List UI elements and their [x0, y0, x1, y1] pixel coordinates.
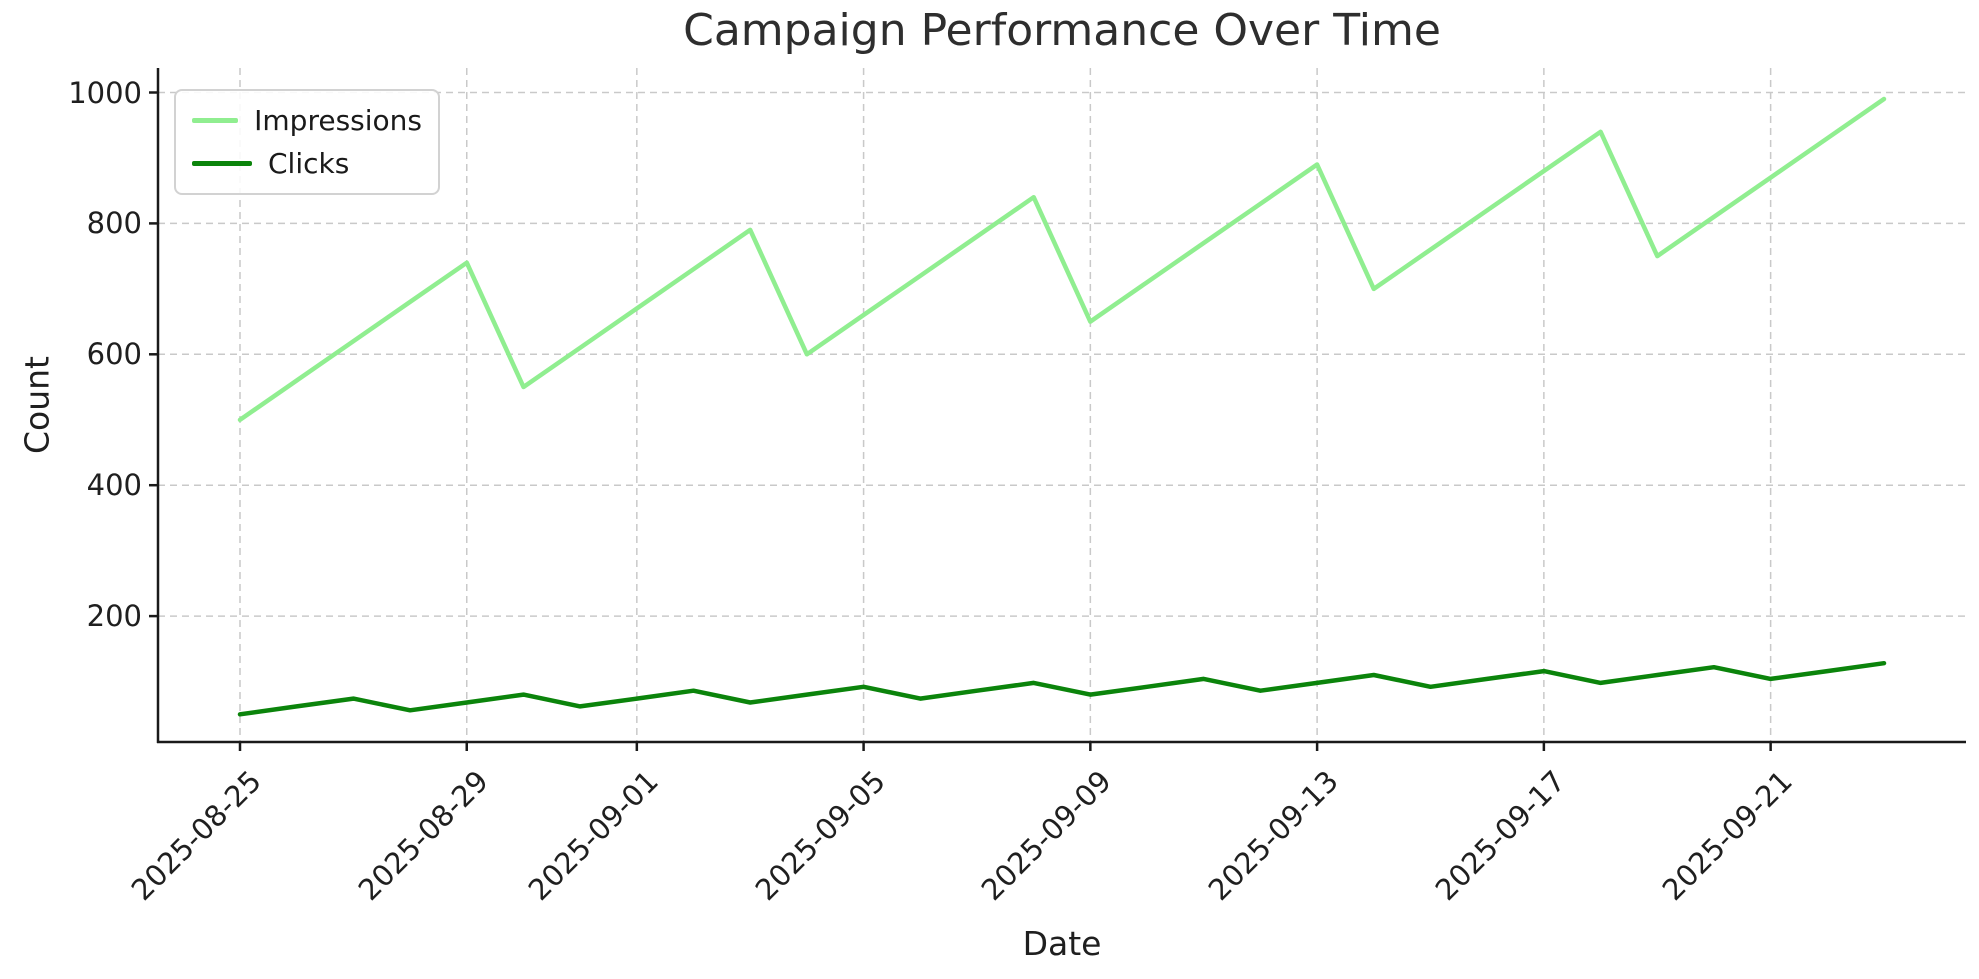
clicks-line — [237, 660, 1887, 717]
legend-item-impressions: Impressions — [192, 104, 422, 137]
y-tick-label: 800 — [86, 206, 142, 241]
clicks-line-swatch — [192, 161, 252, 166]
legend: Impressions Clicks — [174, 89, 440, 195]
x-axis-title: Date — [1022, 924, 1102, 963]
legend-label-impressions: Impressions — [254, 104, 422, 137]
y-tick-label: 1000 — [68, 75, 142, 110]
legend-label-clicks: Clicks — [268, 147, 350, 180]
impressions-line-swatch — [192, 118, 239, 123]
chart-title: Campaign Performance Over Time — [683, 5, 1441, 56]
y-tick-label: 600 — [86, 337, 142, 372]
y-tick-label: 200 — [86, 599, 142, 634]
impressions-line — [237, 96, 1887, 423]
y-axis-title: Count — [17, 355, 57, 455]
legend-item-clicks: Clicks — [192, 147, 422, 180]
y-tick-label: 400 — [86, 468, 142, 503]
